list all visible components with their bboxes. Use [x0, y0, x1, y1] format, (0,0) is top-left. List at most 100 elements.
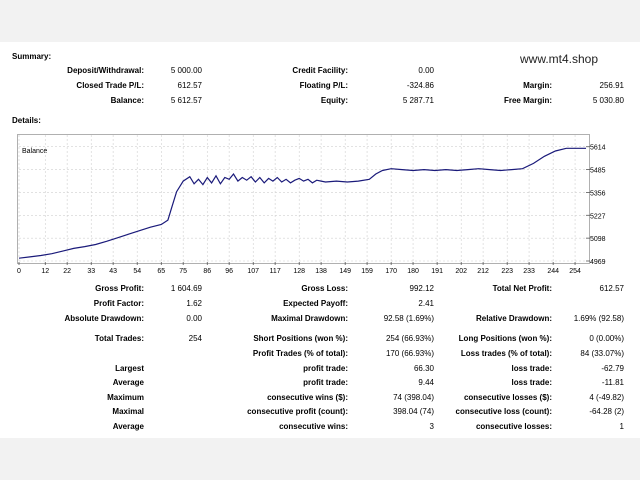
x-tick-label-20: 212	[477, 268, 489, 275]
y-tick-label-3: 5356	[590, 190, 606, 197]
largest-profit-label: profit trade:	[303, 364, 348, 373]
closed-pl-value: 612.57	[177, 81, 202, 90]
chart-title: Balance	[22, 148, 47, 155]
report-panel: Summary: www.mt4.shop Deposit/Withdrawal…	[0, 42, 640, 438]
floating-pl-value: -324.86	[406, 81, 434, 90]
gross-loss-label: Gross Loss:	[301, 284, 348, 293]
maximum-label: Maximum	[107, 393, 144, 402]
avg-cons-losses-label: consecutive losses:	[475, 422, 552, 431]
avg-cons-wins-label: consecutive wins:	[279, 422, 348, 431]
average-loss-label: loss trade:	[511, 378, 552, 387]
rel-drawdown-label: Relative Drawdown:	[475, 314, 552, 323]
x-tick-label-11: 117	[270, 268, 281, 275]
average2-label: Average	[112, 422, 144, 431]
x-tick-label-13: 138	[315, 268, 327, 275]
y-tick-label-2: 5227	[590, 213, 606, 220]
x-tick-label-21: 223	[501, 268, 513, 275]
max-cons-wins-value: 74 (398.04)	[393, 393, 434, 402]
profit-trades-value: 170 (66.93%)	[385, 349, 434, 358]
rel-drawdown-value: 1.69% (92.58)	[573, 314, 624, 323]
summary-heading: Summary:	[12, 52, 52, 61]
average-profit-value: 9.44	[418, 378, 434, 387]
y-tick-label-0: 4969	[590, 259, 606, 266]
max-drawdown-value: 92.58 (1.69%)	[383, 314, 434, 323]
loss-trades-value: 84 (33.07%)	[580, 349, 624, 358]
x-tick-label-2: 22	[63, 268, 71, 275]
expected-payoff-label: Expected Payoff:	[283, 299, 348, 308]
x-tick-label-6: 65	[157, 268, 165, 275]
credit-label: Credit Facility:	[292, 66, 348, 75]
short-positions-value: 254 (66.93%)	[385, 334, 434, 343]
average-loss-value: -11.81	[601, 378, 624, 387]
balance-series-line	[18, 147, 586, 259]
x-tick-label-3: 33	[87, 268, 95, 275]
x-tick-label-12: 128	[293, 268, 305, 275]
x-tick-label-22: 233	[523, 268, 535, 275]
gross-profit-value: 1 604.69	[170, 284, 202, 293]
maximal-cons-profit-label: consecutive profit (count):	[247, 407, 348, 416]
profit-factor-value: 1.62	[186, 299, 202, 308]
long-positions-label: Long Positions (won %):	[458, 334, 552, 343]
gross-loss-value: 992.12	[409, 284, 434, 293]
margin-label: Margin:	[523, 81, 552, 90]
max-cons-losses-value: 4 (-49.82)	[589, 393, 624, 402]
profit-factor-label: Profit Factor:	[93, 299, 144, 308]
largest-loss-value: -62.79	[601, 364, 624, 373]
free-margin-label: Free Margin:	[503, 96, 552, 105]
maximal-cons-profit-value: 398.04 (74)	[393, 407, 434, 416]
expected-payoff-value: 2.41	[418, 299, 434, 308]
loss-trades-label: Loss trades (% of total):	[460, 349, 552, 358]
balance-label: Balance:	[110, 96, 144, 105]
profit-trades-label: Profit Trades (% of total):	[252, 349, 348, 358]
free-margin-value: 5 030.80	[592, 96, 624, 105]
x-tick-label-18: 191	[431, 268, 443, 275]
max-drawdown-label: Maximal Drawdown:	[271, 314, 348, 323]
long-positions-value: 0 (0.00%)	[589, 334, 624, 343]
short-positions-label: Short Positions (won %):	[253, 334, 348, 343]
average-profit-label: profit trade:	[303, 378, 348, 387]
x-tick-label-5: 54	[133, 268, 141, 275]
x-tick-label-9: 96	[225, 268, 233, 275]
x-tick-label-14: 149	[339, 268, 351, 275]
x-tick-label-0: 0	[17, 268, 21, 275]
largest-profit-value: 66.30	[413, 364, 434, 373]
x-tick-label-10: 107	[247, 268, 259, 275]
margin-value: 256.91	[599, 81, 624, 90]
total-trades-value: 254	[188, 334, 202, 343]
largest-label: Largest	[115, 364, 144, 373]
net-profit-value: 612.57	[599, 284, 624, 293]
balance-chart: Balance 0 12 22 33 43 54 65 75 86 96 107 117 128 138 14…	[17, 135, 606, 275]
x-tick-label-4: 43	[109, 268, 117, 275]
y-tick-label-4: 5485	[590, 168, 606, 175]
credit-value: 0.00	[418, 66, 434, 75]
gross-profit-label: Gross Profit:	[95, 284, 144, 293]
largest-loss-label: loss trade:	[511, 364, 552, 373]
equity-value: 5 287.71	[402, 96, 434, 105]
x-tick-label-23: 244	[547, 268, 559, 275]
net-profit-label: Total Net Profit:	[492, 284, 552, 293]
maximal-cons-loss-value: -64.28 (2)	[589, 407, 624, 416]
average-label: Average	[112, 378, 144, 387]
details-heading: Details:	[12, 116, 41, 125]
y-tick-label-5: 5614	[590, 145, 606, 152]
equity-label: Equity:	[320, 96, 348, 105]
y-tick-label-1: 5098	[590, 236, 606, 243]
x-tick-label-8: 86	[203, 268, 211, 275]
abs-drawdown-label: Absolute Drawdown:	[64, 314, 144, 323]
x-tick-label-1: 12	[41, 268, 49, 275]
x-tick-label-15: 159	[361, 268, 373, 275]
x-tick-label-17: 180	[407, 268, 419, 275]
abs-drawdown-value: 0.00	[186, 314, 202, 323]
max-cons-wins-label: consecutive wins ($):	[267, 393, 348, 402]
max-cons-losses-label: consecutive losses ($):	[463, 393, 552, 402]
balance-value: 5 612.57	[170, 96, 202, 105]
total-trades-label: Total Trades:	[94, 334, 144, 343]
balance-chart-frame	[17, 134, 590, 264]
site-watermark: www.mt4.shop	[520, 52, 599, 66]
closed-pl-label: Closed Trade P/L:	[76, 81, 144, 90]
deposit-value: 5 000.00	[170, 66, 202, 75]
floating-pl-label: Floating P/L:	[299, 81, 348, 90]
x-tick-label-24: 254	[569, 268, 581, 275]
deposit-label: Deposit/Withdrawal:	[67, 66, 144, 75]
x-tick-label-7: 75	[179, 268, 187, 275]
